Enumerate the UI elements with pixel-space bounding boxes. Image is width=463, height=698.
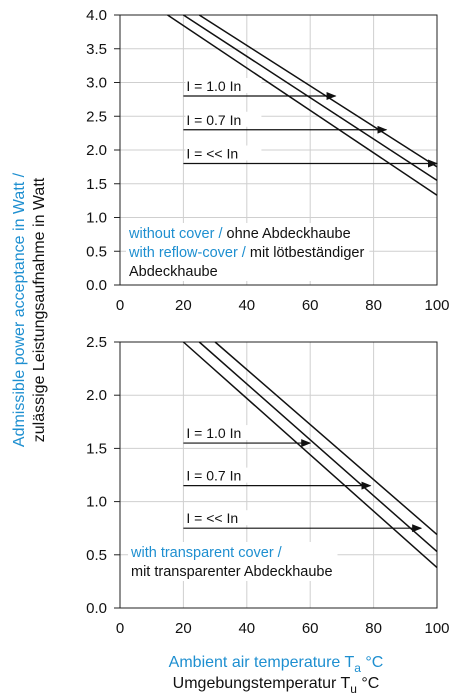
x-tick-label: 20: [175, 297, 192, 314]
y-tick-label: 1.0: [86, 210, 107, 227]
x-axis-label-line1: Ambient air temperature Ta °C: [169, 654, 384, 675]
legend-line-2: with reflow-cover / mit lötbeständiger: [128, 245, 364, 261]
annotation-label-1: I = 1.0 In: [186, 78, 241, 94]
chart-panel-2: 0.0 0.5 1.0 1.5 2.0 2.5 0 20 40 60 80 100 I = 1.0 In…: [86, 334, 449, 637]
x-tick-label: 60: [302, 620, 319, 637]
y-tick-label: 3.5: [86, 41, 107, 58]
charts-group: 0.0 0.5 1.0 1.5 2.0 2.5 3.0 3.5 4.0 0 20 40 60 80 100 I…: [86, 7, 449, 637]
annotation-label-3: I = << In: [186, 146, 238, 162]
legend-line-3: Abdeckhaube: [129, 264, 218, 280]
series-line-2: [182, 14, 438, 182]
legend-line-1: with transparent cover /: [130, 545, 283, 561]
x-axis-label-line1-sub: a: [354, 661, 361, 675]
y-tick-label: 0.0: [86, 277, 107, 294]
legend-bg: [128, 542, 338, 581]
x-tick-label: 80: [365, 297, 382, 314]
annotation-label-3: I = << In: [186, 510, 238, 526]
annotation-label-1: I = 1.0 In: [186, 425, 241, 441]
y-tick-label: 2.0: [86, 387, 107, 404]
series-line-1: [167, 14, 438, 196]
legend-text-part: Abdeckhaube: [129, 264, 218, 280]
x-axis-label-line2-main: Umgebungstemperatur T: [173, 675, 351, 692]
y-axis-label-line2: zulässige Leistungsaufnahme in Watt: [31, 177, 48, 442]
annotation-label-bg: [185, 467, 262, 483]
x-tick-label: 20: [175, 620, 192, 637]
series-line-3: [198, 14, 438, 168]
y-axis-label-line1: Admissible power acceptance in Watt /: [11, 172, 28, 447]
annotation-label-2: I = 0.7 In: [186, 468, 241, 484]
y-tick-label: 2.0: [86, 142, 107, 159]
y-tick-label: 1.0: [86, 494, 107, 511]
annotation-label-2: I = 0.7 In: [186, 112, 241, 128]
legend-text-part: mit lötbeständiger: [250, 245, 365, 261]
x-tick-label: 100: [424, 297, 449, 314]
legend-text-part: mit transparenter Abdeckhaube: [131, 564, 333, 580]
x-tick-label: 40: [238, 297, 255, 314]
y-tick-label: 0.5: [86, 547, 107, 564]
chart-panel-1: 0.0 0.5 1.0 1.5 2.0 2.5 3.0 3.5 4.0 0 20 40 60 80 100 I…: [86, 7, 449, 314]
y-tick-label: 4.0: [86, 7, 107, 24]
cover-legend: without cover / ohne Abdeckhaube with ref…: [126, 223, 370, 281]
x-axis-label-line2-unit: °C: [357, 675, 379, 692]
legend-text-part: without cover /: [128, 226, 227, 242]
cover-legend: with transparent cover / mit transparente…: [128, 542, 338, 581]
legend-text-part: with transparent cover /: [130, 545, 283, 561]
y-tick-label: 2.5: [86, 334, 107, 351]
y-tick-label: 0.5: [86, 243, 107, 260]
x-tick-label: 0: [116, 297, 124, 314]
plot-frame: [119, 341, 438, 609]
y-tick-label: 2.5: [86, 108, 107, 125]
legend-line-1: without cover / ohne Abdeckhaube: [128, 226, 351, 242]
x-tick-label: 60: [302, 297, 319, 314]
x-tick-label: 80: [365, 620, 382, 637]
x-tick-label: 40: [238, 620, 255, 637]
legend-text-part: with reflow-cover /: [128, 245, 250, 261]
annotation-label-bg: [185, 78, 262, 93]
series-line-3: [214, 341, 438, 536]
annotation-label-bg: [185, 111, 262, 127]
legend-bg: [126, 223, 370, 281]
x-axis-label-line2-sub: u: [350, 682, 357, 696]
annotation-label-bg: [185, 425, 262, 441]
series-line-2: [198, 341, 438, 553]
y-axis-label-group: Admissible power acceptance in Watt / zu…: [11, 172, 48, 447]
y-tick-label: 1.5: [86, 176, 107, 193]
annotation-label-bg: [185, 145, 262, 161]
x-tick-label: 0: [116, 620, 124, 637]
x-axis-label-line2: Umgebungstemperatur Tu °C: [173, 675, 380, 696]
x-tick-label: 100: [424, 620, 449, 637]
y-tick-label: 3.0: [86, 75, 107, 92]
legend-text-part: ohne Abdeckhaube: [227, 226, 351, 242]
annotation-label-bg: [185, 510, 262, 526]
legend-line-2: mit transparenter Abdeckhaube: [131, 564, 333, 580]
y-tick-label: 0.0: [86, 600, 107, 617]
x-axis-label-line1-main: Ambient air temperature T: [169, 654, 355, 671]
series-line-1: [182, 341, 438, 569]
y-tick-label: 1.5: [86, 440, 107, 457]
x-axis-label-line1-unit: °C: [361, 654, 383, 671]
